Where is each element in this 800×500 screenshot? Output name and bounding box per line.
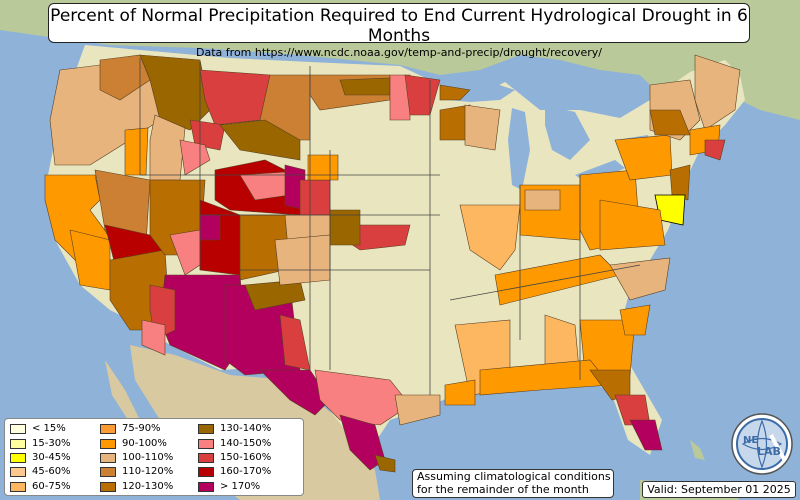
- region-il-orange: [459, 204, 521, 271]
- legend-swatch: [198, 481, 214, 492]
- region-louisiana-orange: [444, 379, 476, 406]
- legend-swatch: [100, 481, 116, 492]
- note-line-2: for the remainder of the month: [417, 482, 589, 496]
- legend-label: 100-110%: [122, 451, 174, 463]
- region-wyoming-pink: [179, 139, 211, 176]
- logo-text-bottom: LAB: [757, 445, 781, 458]
- legend-label: 120-130%: [122, 480, 174, 492]
- legend-item: 45-60%: [10, 465, 98, 479]
- legend-swatch: [198, 438, 214, 449]
- state-borders: [139, 58, 641, 395]
- region-tx-plains-tan: [274, 234, 331, 286]
- region-south-texas-magenta: [339, 414, 386, 471]
- legend-item: 150-160%: [198, 451, 298, 465]
- legend-label: < 15%: [32, 423, 66, 435]
- legend-item: 120-130%: [100, 480, 196, 494]
- region-sd-orange: [307, 154, 339, 181]
- region-arizona-pink: [141, 319, 166, 356]
- legend-item: 160-170%: [198, 465, 298, 479]
- legend-swatch: [100, 467, 116, 478]
- region-colorado-sw: [199, 214, 221, 241]
- map-title: Percent of Normal Precipitation Required…: [50, 6, 748, 46]
- legend-item: 110-120%: [100, 465, 196, 479]
- region-wyoming-brown: [219, 119, 301, 161]
- legend-label: 130-140%: [220, 423, 272, 435]
- legend-item: 130-140%: [198, 422, 298, 436]
- region-gulf-coast-orange: [479, 359, 611, 396]
- region-colorado-east: [299, 179, 331, 216]
- legend-swatch: [10, 438, 26, 449]
- color-legend: < 15% 15-30% 30-45% 45-60% 60-75% 75-90% 90-10…: [4, 418, 304, 496]
- lake-huron: [545, 105, 590, 160]
- legend-item: 30-45%: [10, 451, 98, 465]
- logo-text-top: NE: [743, 435, 758, 446]
- region-wi-tan: [464, 104, 501, 151]
- region-texas-pink: [314, 369, 411, 426]
- map-subtitle: Data from https://www.ncdc.noaa.gov/temp…: [196, 46, 602, 59]
- region-mn-brown: [439, 84, 471, 101]
- note-line-1: Assuming climatological conditions: [417, 470, 611, 483]
- legend-label: 140-150%: [220, 437, 272, 449]
- region-in-tan: [524, 189, 561, 211]
- legend-item: 60-75%: [10, 480, 98, 494]
- legend-label: 75-90%: [122, 423, 161, 435]
- assumption-note: Assuming climatological conditions for t…: [412, 469, 614, 498]
- legend-item: 100-110%: [100, 451, 196, 465]
- legend-item: 15-30%: [10, 436, 98, 450]
- legend-swatch: [198, 424, 214, 435]
- legend-label: 150-160%: [220, 451, 272, 463]
- legend-swatch: [198, 452, 214, 463]
- region-or-orange: [124, 127, 149, 176]
- region-sc-orange: [619, 304, 651, 336]
- legend-item: < 15%: [10, 422, 98, 436]
- bahamas: [690, 440, 705, 460]
- region-wyoming-red: [189, 119, 226, 151]
- legend-swatch: [10, 452, 26, 463]
- region-west-texas-magenta: [259, 369, 331, 416]
- legend-label: 45-60%: [32, 466, 71, 478]
- legend-label: 110-120%: [122, 466, 174, 478]
- legend-item: 140-150%: [198, 436, 298, 450]
- region-nj-brown: [669, 164, 691, 201]
- legend-item: 90-100%: [100, 436, 196, 450]
- lake-michigan: [508, 108, 530, 190]
- legend-swatch: [10, 467, 26, 478]
- region-fl-magenta: [629, 419, 663, 451]
- legend-label: 15-30%: [32, 437, 71, 449]
- legend-label: 30-45%: [32, 451, 71, 463]
- region-nd-brown: [339, 77, 391, 96]
- legend-label: > 170%: [220, 480, 261, 492]
- region-texas-tan: [394, 394, 441, 426]
- legend-swatch: [10, 481, 26, 492]
- legend-swatch: [100, 424, 116, 435]
- legend-swatch: [198, 467, 214, 478]
- legend-item: 75-90%: [100, 422, 196, 436]
- region-mn-pink: [389, 74, 411, 121]
- title-box: Percent of Normal Precipitation Required…: [48, 3, 750, 59]
- legend-swatch: [100, 438, 116, 449]
- region-texas-brown: [374, 454, 396, 473]
- legend-label: 160-170%: [220, 466, 272, 478]
- nexlab-logo: NE LAB: [731, 413, 793, 475]
- legend-swatch: [10, 424, 26, 435]
- region-new-england-tan: [694, 54, 741, 131]
- region-idaho-brown: [139, 54, 211, 131]
- legend-item: > 170%: [198, 480, 298, 494]
- region-wa-interior: [99, 54, 151, 101]
- region-ma-red: [704, 139, 726, 161]
- region-va-orange: [599, 199, 666, 251]
- legend-label: 90-100%: [122, 437, 167, 449]
- region-nc-tan: [609, 257, 671, 301]
- legend-label: 60-75%: [32, 480, 71, 492]
- valid-date: Valid: September 01 2025: [642, 481, 796, 498]
- legend-swatch: [100, 452, 116, 463]
